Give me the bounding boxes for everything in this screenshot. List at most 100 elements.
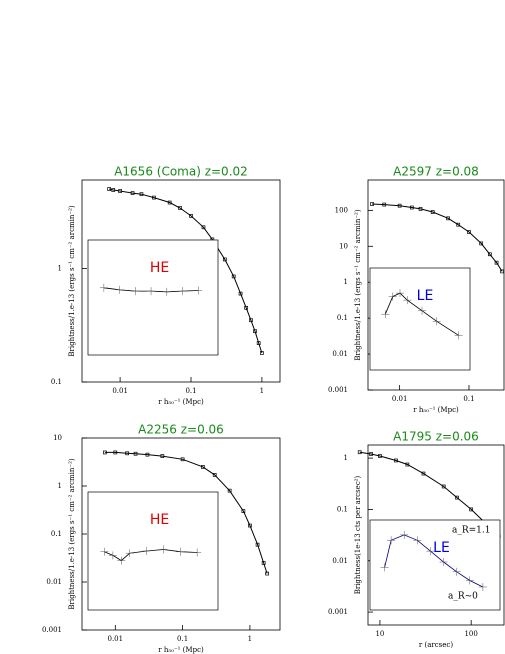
inset-error-bar	[117, 556, 126, 565]
data-point	[130, 191, 135, 195]
data-point	[382, 202, 387, 207]
inset-frame	[87, 239, 219, 356]
data-point	[265, 571, 269, 576]
inset-error-bar	[426, 547, 435, 556]
data-point	[394, 458, 398, 463]
data-point	[369, 452, 373, 456]
inset-error-bar	[387, 536, 396, 545]
data-point	[487, 252, 492, 257]
y-tick-label: 1	[58, 482, 62, 490]
inset-error-bar	[413, 536, 422, 545]
data-point	[418, 207, 423, 211]
chart-title: A1795 z=0.06	[393, 430, 479, 444]
inset-line	[104, 549, 198, 562]
data-point	[494, 260, 499, 265]
inset-error-bar	[380, 563, 389, 572]
data-point	[178, 206, 182, 210]
inset-error-bar	[193, 548, 202, 557]
data-point	[256, 341, 261, 345]
x-tick-label: 1	[260, 387, 264, 395]
inset-error-bar	[381, 310, 390, 319]
data-point	[107, 187, 111, 191]
inset-error-bar	[115, 285, 124, 294]
x-tick-label: 1	[248, 635, 252, 643]
data-point	[357, 450, 362, 455]
y-axis-label: Brightness/1.e-13 (ergs s⁻¹ cm⁻² arcmin⁻…	[68, 458, 76, 609]
y-axis-label: Brightness/1.e-13 (ergs s⁻¹ cm⁻² arcmin⁻…	[68, 205, 76, 356]
inset-error-bar	[478, 582, 487, 591]
inset-error-bar	[432, 317, 441, 326]
y-tick-label: 1	[344, 278, 348, 286]
inset-error-bar	[452, 567, 461, 576]
data-point	[370, 202, 374, 206]
data-point	[430, 210, 435, 214]
x-axis-label: r h₅₀⁻¹ (Mpc)	[413, 406, 459, 414]
x-tick-label: 0.1	[463, 395, 474, 403]
inset-error-bar	[131, 287, 140, 296]
data-point	[253, 329, 257, 334]
inset-error-bar	[403, 296, 412, 305]
data-point	[421, 471, 426, 476]
x-tick-label: 0.01	[112, 387, 128, 395]
data-point	[441, 484, 446, 489]
y-tick-label: 0.1	[337, 314, 348, 322]
y-tick-label: 0.1	[337, 505, 348, 513]
y-tick-label: 0.01	[46, 578, 62, 586]
inset-error-bar	[147, 287, 156, 296]
inset-error-bar	[159, 545, 168, 554]
data-point	[231, 274, 236, 279]
data-point	[238, 291, 243, 296]
inset-error-bar	[162, 287, 171, 296]
inset-label: LE	[433, 540, 450, 556]
inset-error-bar	[176, 547, 185, 556]
inset-frame	[369, 267, 471, 371]
chart-title: A1656 (Coma) z=0.02	[114, 165, 248, 179]
data-point	[113, 450, 118, 455]
inset-error-bar	[125, 549, 134, 558]
data-point	[201, 225, 206, 230]
data-point	[455, 495, 459, 500]
y-tick-label: 0.01	[332, 350, 348, 358]
y-tick-label: 100	[335, 206, 348, 214]
plot-frame	[367, 444, 505, 626]
y-tick-label: 0.001	[328, 608, 348, 616]
y-tick-label: 1	[58, 264, 62, 272]
data-point	[201, 465, 205, 469]
chart-title: A2256 z=0.06	[138, 423, 224, 437]
x-tick-label: 0.1	[185, 387, 196, 395]
data-point	[405, 462, 410, 467]
inset-error-bar	[454, 331, 463, 340]
data-point	[248, 523, 252, 528]
x-axis-label: r h₅₀⁻¹ (Mpc)	[158, 646, 204, 654]
inset-error-bar	[142, 546, 151, 555]
y-tick-label: 1	[344, 454, 348, 462]
data-point	[255, 542, 260, 547]
data-point	[261, 561, 266, 565]
profile-line	[371, 203, 503, 272]
x-tick-label: 0.01	[392, 395, 408, 403]
plot-frame	[367, 179, 505, 391]
data-point	[227, 488, 232, 493]
y-axis-label: Brightness(1e-13 cts per arcsec²)	[354, 475, 362, 594]
profile-line	[104, 451, 268, 574]
inset-error-bar	[100, 547, 109, 556]
data-point	[133, 451, 138, 456]
data-point	[456, 222, 461, 227]
y-axis-label: Brightness/1.e-13 (ergs s⁻¹ cm⁻² arcmin⁻…	[354, 209, 362, 360]
inset-error-bar	[439, 558, 448, 566]
inset-error-bar	[178, 287, 187, 296]
data-point	[139, 192, 144, 197]
data-point	[145, 452, 150, 457]
data-point	[180, 457, 185, 462]
data-point	[222, 257, 227, 262]
data-point	[167, 200, 172, 205]
data-point	[500, 269, 504, 274]
data-point	[469, 507, 474, 512]
inset-error-bar	[396, 289, 404, 298]
y-tick-label: 10	[53, 434, 62, 442]
x-axis-label: r h₅₀⁻¹ (Mpc)	[158, 398, 204, 406]
inset-error-bar	[194, 286, 203, 295]
x-tick-label: 0.1	[177, 635, 188, 643]
inset-frame	[369, 519, 501, 611]
